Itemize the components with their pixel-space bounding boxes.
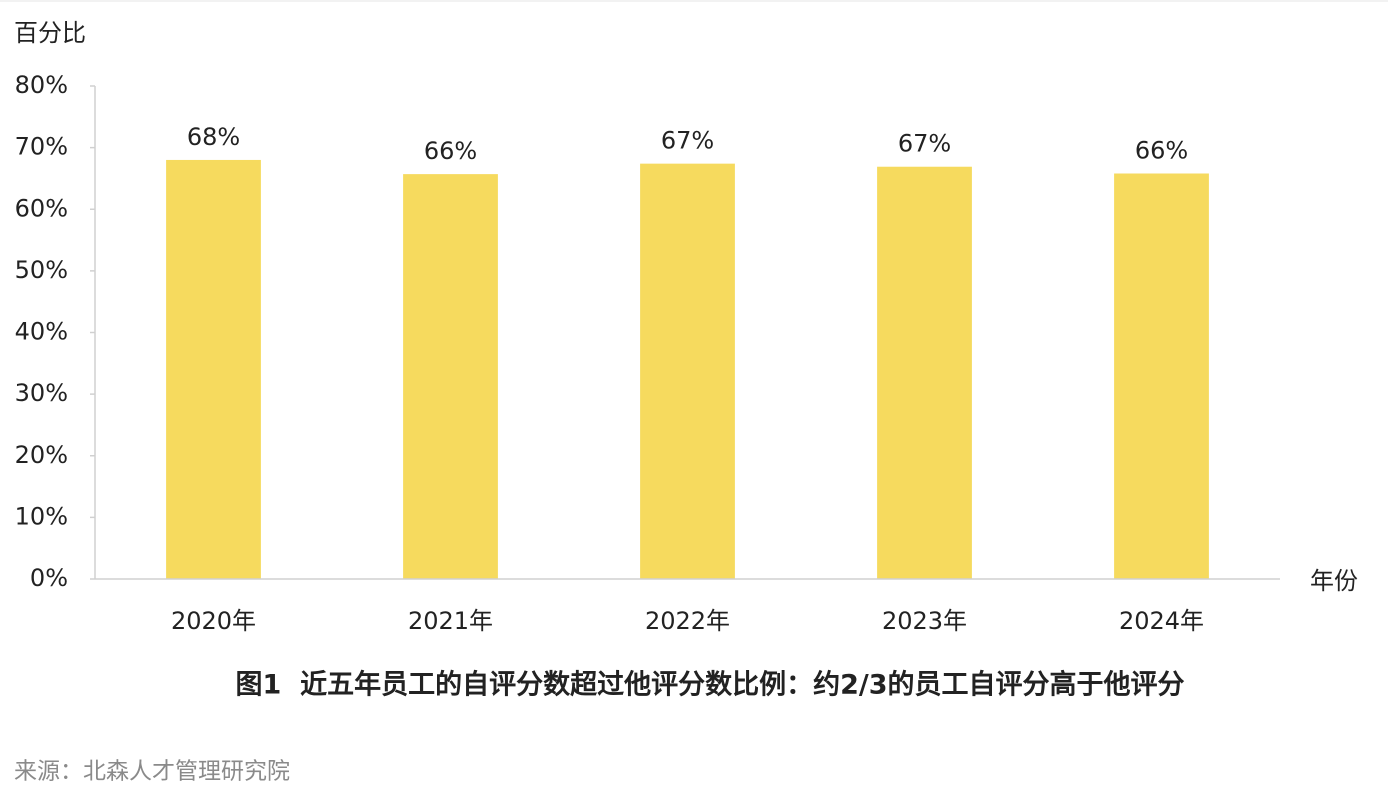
value-label: 68%	[187, 123, 240, 151]
y-tick-label: 40%	[15, 318, 68, 346]
y-tick-label: 10%	[15, 502, 68, 530]
x-tick-label: 2023年	[882, 607, 967, 635]
value-label: 66%	[1135, 137, 1188, 165]
bar	[166, 159, 261, 579]
source-note: 来源：北森人才管理研究院	[14, 759, 290, 785]
x-tick-label: 2022年	[645, 607, 730, 635]
y-tick-label: 80%	[15, 71, 68, 99]
y-tick-label: 70%	[15, 133, 68, 161]
bar	[877, 166, 972, 579]
chart-caption: 图1 近五年员工的自评分数超过他评分数比例：约2/3的员工自评分高于他评分	[235, 669, 1184, 701]
y-tick-label: 20%	[15, 441, 68, 469]
x-tick-label: 2020年	[171, 607, 256, 635]
value-label: 67%	[898, 130, 951, 158]
value-label: 67%	[661, 127, 714, 155]
y-axis-label: 百分比	[14, 19, 86, 47]
value-label: 66%	[424, 137, 477, 165]
x-tick-label: 2024年	[1119, 607, 1204, 635]
x-axis-label: 年份	[1310, 567, 1358, 595]
bar	[640, 163, 735, 579]
x-tick-label: 2021年	[408, 607, 493, 635]
bar	[403, 174, 498, 579]
bar	[1114, 173, 1209, 579]
y-tick-label: 50%	[15, 256, 68, 284]
y-tick-label: 60%	[15, 194, 68, 222]
y-tick-label: 0%	[30, 564, 68, 592]
y-tick-label: 30%	[15, 379, 68, 407]
